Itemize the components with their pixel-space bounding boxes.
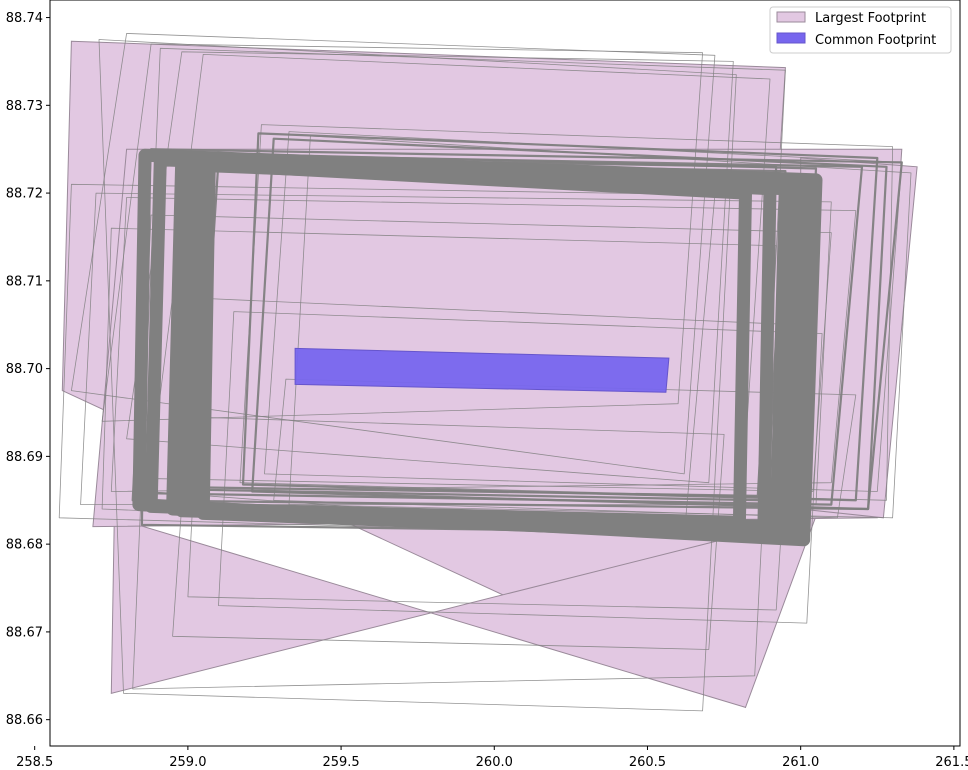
x-tick-label: 261.0 (782, 755, 819, 770)
footprint-outline (264, 131, 903, 492)
plot-frame (49, 0, 961, 747)
legend: Largest Footprint Common Footprint (769, 6, 952, 54)
y-tick-label: 88.74 (6, 11, 43, 26)
y-tick-label: 88.68 (6, 538, 43, 553)
y-tick-label: 88.71 (6, 274, 43, 289)
plot-area (58, 33, 918, 712)
x-tick-label: 258.5 (16, 755, 53, 770)
footprint-outline (241, 132, 879, 502)
footprint-outline (71, 33, 716, 475)
y-tick-label: 88.70 (6, 362, 43, 377)
legend-label-largest-footprint: Largest Footprint (815, 11, 926, 26)
legend-label-common-footprint: Common Footprint (815, 33, 936, 48)
y-axis: 88.66 88.67 88.68 88.69 88.70 88.71 88.72 88.73… (6, 11, 50, 728)
x-tick-label: 259.5 (322, 755, 359, 770)
y-tick-label: 88.72 (6, 187, 43, 202)
footprint-outline (101, 43, 703, 422)
y-tick-label: 88.69 (6, 450, 43, 465)
x-tick-label: 259.0 (169, 755, 206, 770)
footprint-outline (178, 158, 792, 534)
y-tick-label: 88.66 (6, 713, 43, 728)
footprint-outline (251, 137, 888, 511)
legend-swatch-largest-footprint (776, 11, 806, 23)
footprint-outline (172, 416, 725, 650)
x-tick-label: 260.5 (629, 755, 666, 770)
footprint-outline (98, 39, 737, 712)
y-tick-label: 88.73 (6, 99, 43, 114)
common-footprint-polygon (294, 347, 670, 393)
legend-swatch-common-footprint (776, 32, 806, 44)
legend-box (769, 6, 952, 54)
footprint-outline (110, 197, 857, 492)
y-tick-label: 88.67 (6, 625, 43, 640)
x-axis: 258.5 259.0 259.5 260.0 260.5 261.0 261.5 (16, 746, 968, 770)
footprint-outline (239, 124, 893, 501)
x-tick-label: 260.0 (476, 755, 513, 770)
x-tick-label: 261.5 (935, 755, 968, 770)
